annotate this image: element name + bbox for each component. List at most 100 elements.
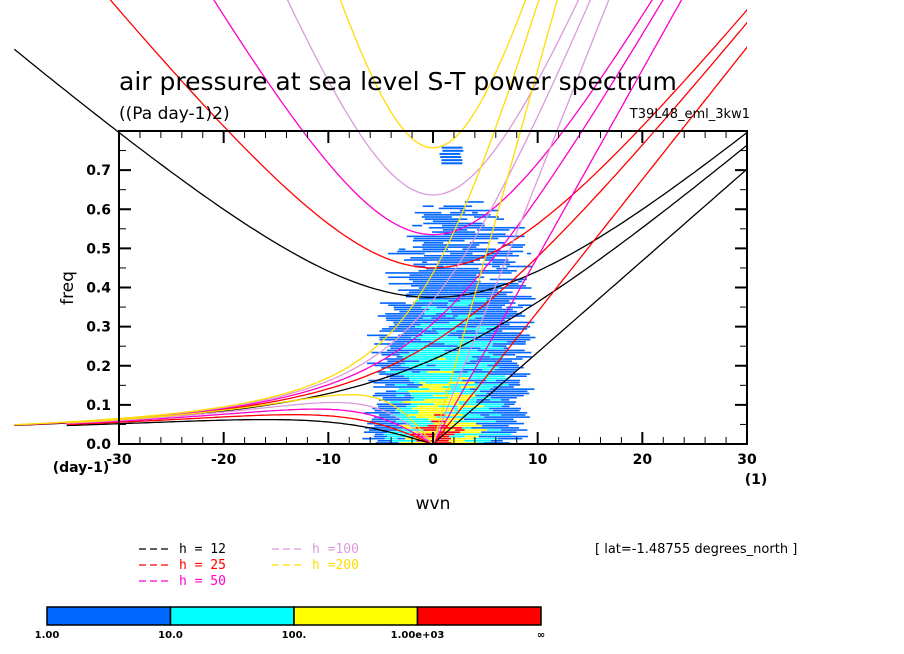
power-cell bbox=[398, 289, 409, 291]
power-cell bbox=[404, 394, 412, 397]
colorbar-label: 100. bbox=[282, 630, 307, 641]
power-cell bbox=[448, 289, 469, 291]
power-cell bbox=[458, 349, 478, 352]
legend-item: h =100 bbox=[272, 542, 359, 557]
power-cell bbox=[429, 439, 449, 442]
power-cell bbox=[452, 399, 470, 401]
power-cell bbox=[386, 349, 413, 352]
power-cell bbox=[479, 390, 497, 393]
power-cell bbox=[414, 211, 442, 214]
power-cell bbox=[408, 330, 432, 332]
power-cell bbox=[464, 201, 476, 203]
power-cell bbox=[456, 330, 463, 332]
power-cell bbox=[451, 442, 478, 444]
power-cell bbox=[404, 418, 429, 421]
power-cell bbox=[500, 401, 517, 403]
power-cell bbox=[410, 285, 438, 287]
power-cell bbox=[484, 334, 512, 337]
power-cell bbox=[455, 424, 482, 427]
power-cell bbox=[423, 328, 433, 330]
power-cell bbox=[412, 407, 439, 410]
latitude-annotation: [ lat=-1.48755 degrees_north ] bbox=[595, 542, 797, 557]
power-cell bbox=[445, 235, 455, 238]
power-cell bbox=[386, 319, 404, 322]
power-cell bbox=[506, 306, 523, 309]
gravity-curve-h200 bbox=[339, 0, 527, 149]
power-cell bbox=[443, 233, 453, 236]
power-cell bbox=[424, 218, 449, 220]
power-cell bbox=[514, 254, 519, 257]
power-cell bbox=[489, 269, 494, 272]
power-cell bbox=[401, 338, 421, 341]
power-cell bbox=[488, 351, 496, 354]
power-cell bbox=[516, 356, 532, 358]
power-cell bbox=[458, 222, 465, 225]
power-cell bbox=[471, 396, 492, 399]
power-cell bbox=[493, 269, 517, 272]
power-cell bbox=[427, 276, 443, 279]
power-cell bbox=[486, 321, 492, 324]
power-cell bbox=[456, 347, 481, 350]
legend-label: h = 12 bbox=[179, 542, 226, 557]
power-cell bbox=[503, 435, 529, 438]
power-cell bbox=[509, 368, 518, 371]
power-cell bbox=[475, 330, 493, 332]
power-cell bbox=[398, 328, 424, 330]
power-cell bbox=[494, 338, 504, 341]
power-cell bbox=[440, 282, 462, 285]
power-cell bbox=[442, 285, 460, 287]
power-cell bbox=[491, 261, 516, 263]
y-tick-label: 0.2 bbox=[86, 359, 111, 375]
power-cell bbox=[434, 278, 449, 281]
power-cell bbox=[390, 403, 397, 406]
x-tick-label: -20 bbox=[211, 452, 237, 468]
power-cell bbox=[484, 226, 508, 229]
power-cell bbox=[496, 218, 505, 220]
chart-title: air pressure at sea level S-T power spec… bbox=[119, 67, 677, 96]
power-cell bbox=[497, 242, 505, 244]
power-cell bbox=[466, 353, 474, 356]
power-cell bbox=[486, 431, 493, 433]
power-cell bbox=[484, 403, 505, 406]
colorbar-label: 10.0 bbox=[158, 630, 183, 641]
power-cell bbox=[450, 211, 466, 214]
power-cell bbox=[447, 304, 469, 307]
power-cell bbox=[471, 435, 479, 438]
power-cell bbox=[493, 332, 510, 335]
colorbar-label: 1.00e+03 bbox=[391, 630, 445, 641]
power-cell bbox=[483, 229, 510, 231]
power-cell bbox=[438, 386, 443, 388]
power-cell bbox=[475, 422, 499, 425]
power-cell bbox=[396, 317, 413, 319]
power-cell bbox=[448, 381, 475, 384]
power-cell bbox=[437, 429, 442, 431]
power-cell bbox=[490, 293, 507, 296]
power-cell bbox=[423, 222, 438, 225]
power-cell bbox=[439, 308, 451, 311]
power-cell bbox=[377, 315, 386, 317]
power-cell bbox=[496, 412, 504, 414]
power-cell bbox=[441, 159, 463, 162]
power-cell bbox=[454, 205, 468, 208]
power-cell bbox=[507, 386, 514, 388]
power-cell bbox=[465, 437, 474, 440]
power-cell bbox=[428, 310, 439, 313]
rossby-curve-h50 bbox=[66, 408, 434, 444]
power-cell bbox=[398, 248, 406, 251]
power-cell bbox=[469, 313, 484, 315]
power-cell bbox=[395, 409, 419, 412]
power-cell bbox=[391, 439, 417, 442]
power-cell bbox=[418, 272, 444, 274]
power-cell bbox=[394, 384, 408, 386]
power-cell bbox=[480, 287, 495, 289]
power-cell bbox=[490, 371, 505, 373]
power-cell bbox=[391, 427, 404, 429]
power-cell bbox=[394, 308, 408, 311]
power-cell bbox=[418, 269, 430, 272]
power-cell bbox=[370, 420, 397, 423]
power-cell bbox=[509, 297, 536, 300]
power-cell bbox=[506, 285, 526, 287]
power-cell bbox=[515, 287, 521, 289]
power-cell bbox=[389, 345, 406, 347]
power-cell bbox=[499, 304, 506, 307]
